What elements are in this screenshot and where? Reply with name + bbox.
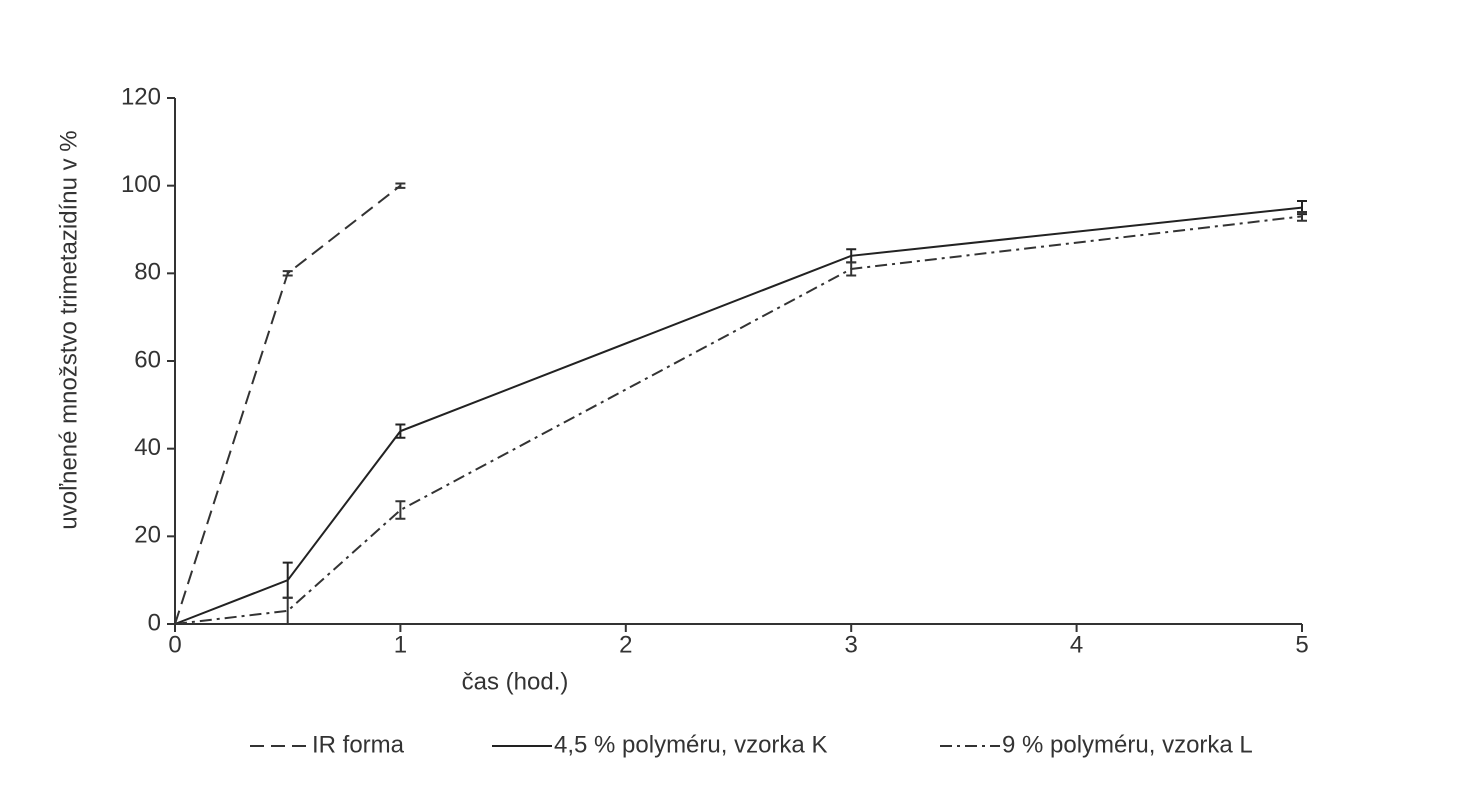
- y-tick-label: 40: [134, 434, 161, 461]
- x-tick-label: 3: [845, 631, 858, 658]
- error-bar: [395, 500, 406, 520]
- y-tick-label: 120: [121, 83, 161, 110]
- error-bar: [1297, 210, 1307, 222]
- legend-label: 4,5 % polyméru, vzorka K: [554, 731, 827, 758]
- x-tick-label: 1: [394, 631, 407, 658]
- series-line: [174, 215, 1303, 625]
- x-axis-label: čas (hod.): [462, 668, 569, 695]
- x-tick-label: 0: [168, 631, 181, 658]
- error-bar: [282, 270, 293, 277]
- y-tick-label: 60: [134, 346, 161, 373]
- y-tick-label: 80: [134, 259, 161, 286]
- error-bar: [282, 561, 293, 599]
- error-bar: [395, 423, 406, 439]
- error-bar: [846, 261, 857, 277]
- x-tick-label: 4: [1070, 631, 1083, 658]
- y-axis-label: uvoľnené množstvo trimetazidínu v %: [55, 130, 82, 529]
- x-tick-label: 2: [619, 631, 632, 658]
- y-tick-label: 100: [121, 171, 161, 198]
- series-line: [174, 184, 402, 625]
- x-tick-label: 5: [1295, 631, 1308, 658]
- series-line: [174, 206, 1303, 625]
- y-tick-label: 0: [148, 609, 161, 636]
- error-bar: [395, 182, 406, 189]
- y-tick-label: 20: [134, 522, 161, 549]
- error-bar: [282, 596, 293, 625]
- legend-label: IR forma: [312, 731, 405, 758]
- legend-label: 9 % polyméru, vzorka L: [1002, 731, 1253, 758]
